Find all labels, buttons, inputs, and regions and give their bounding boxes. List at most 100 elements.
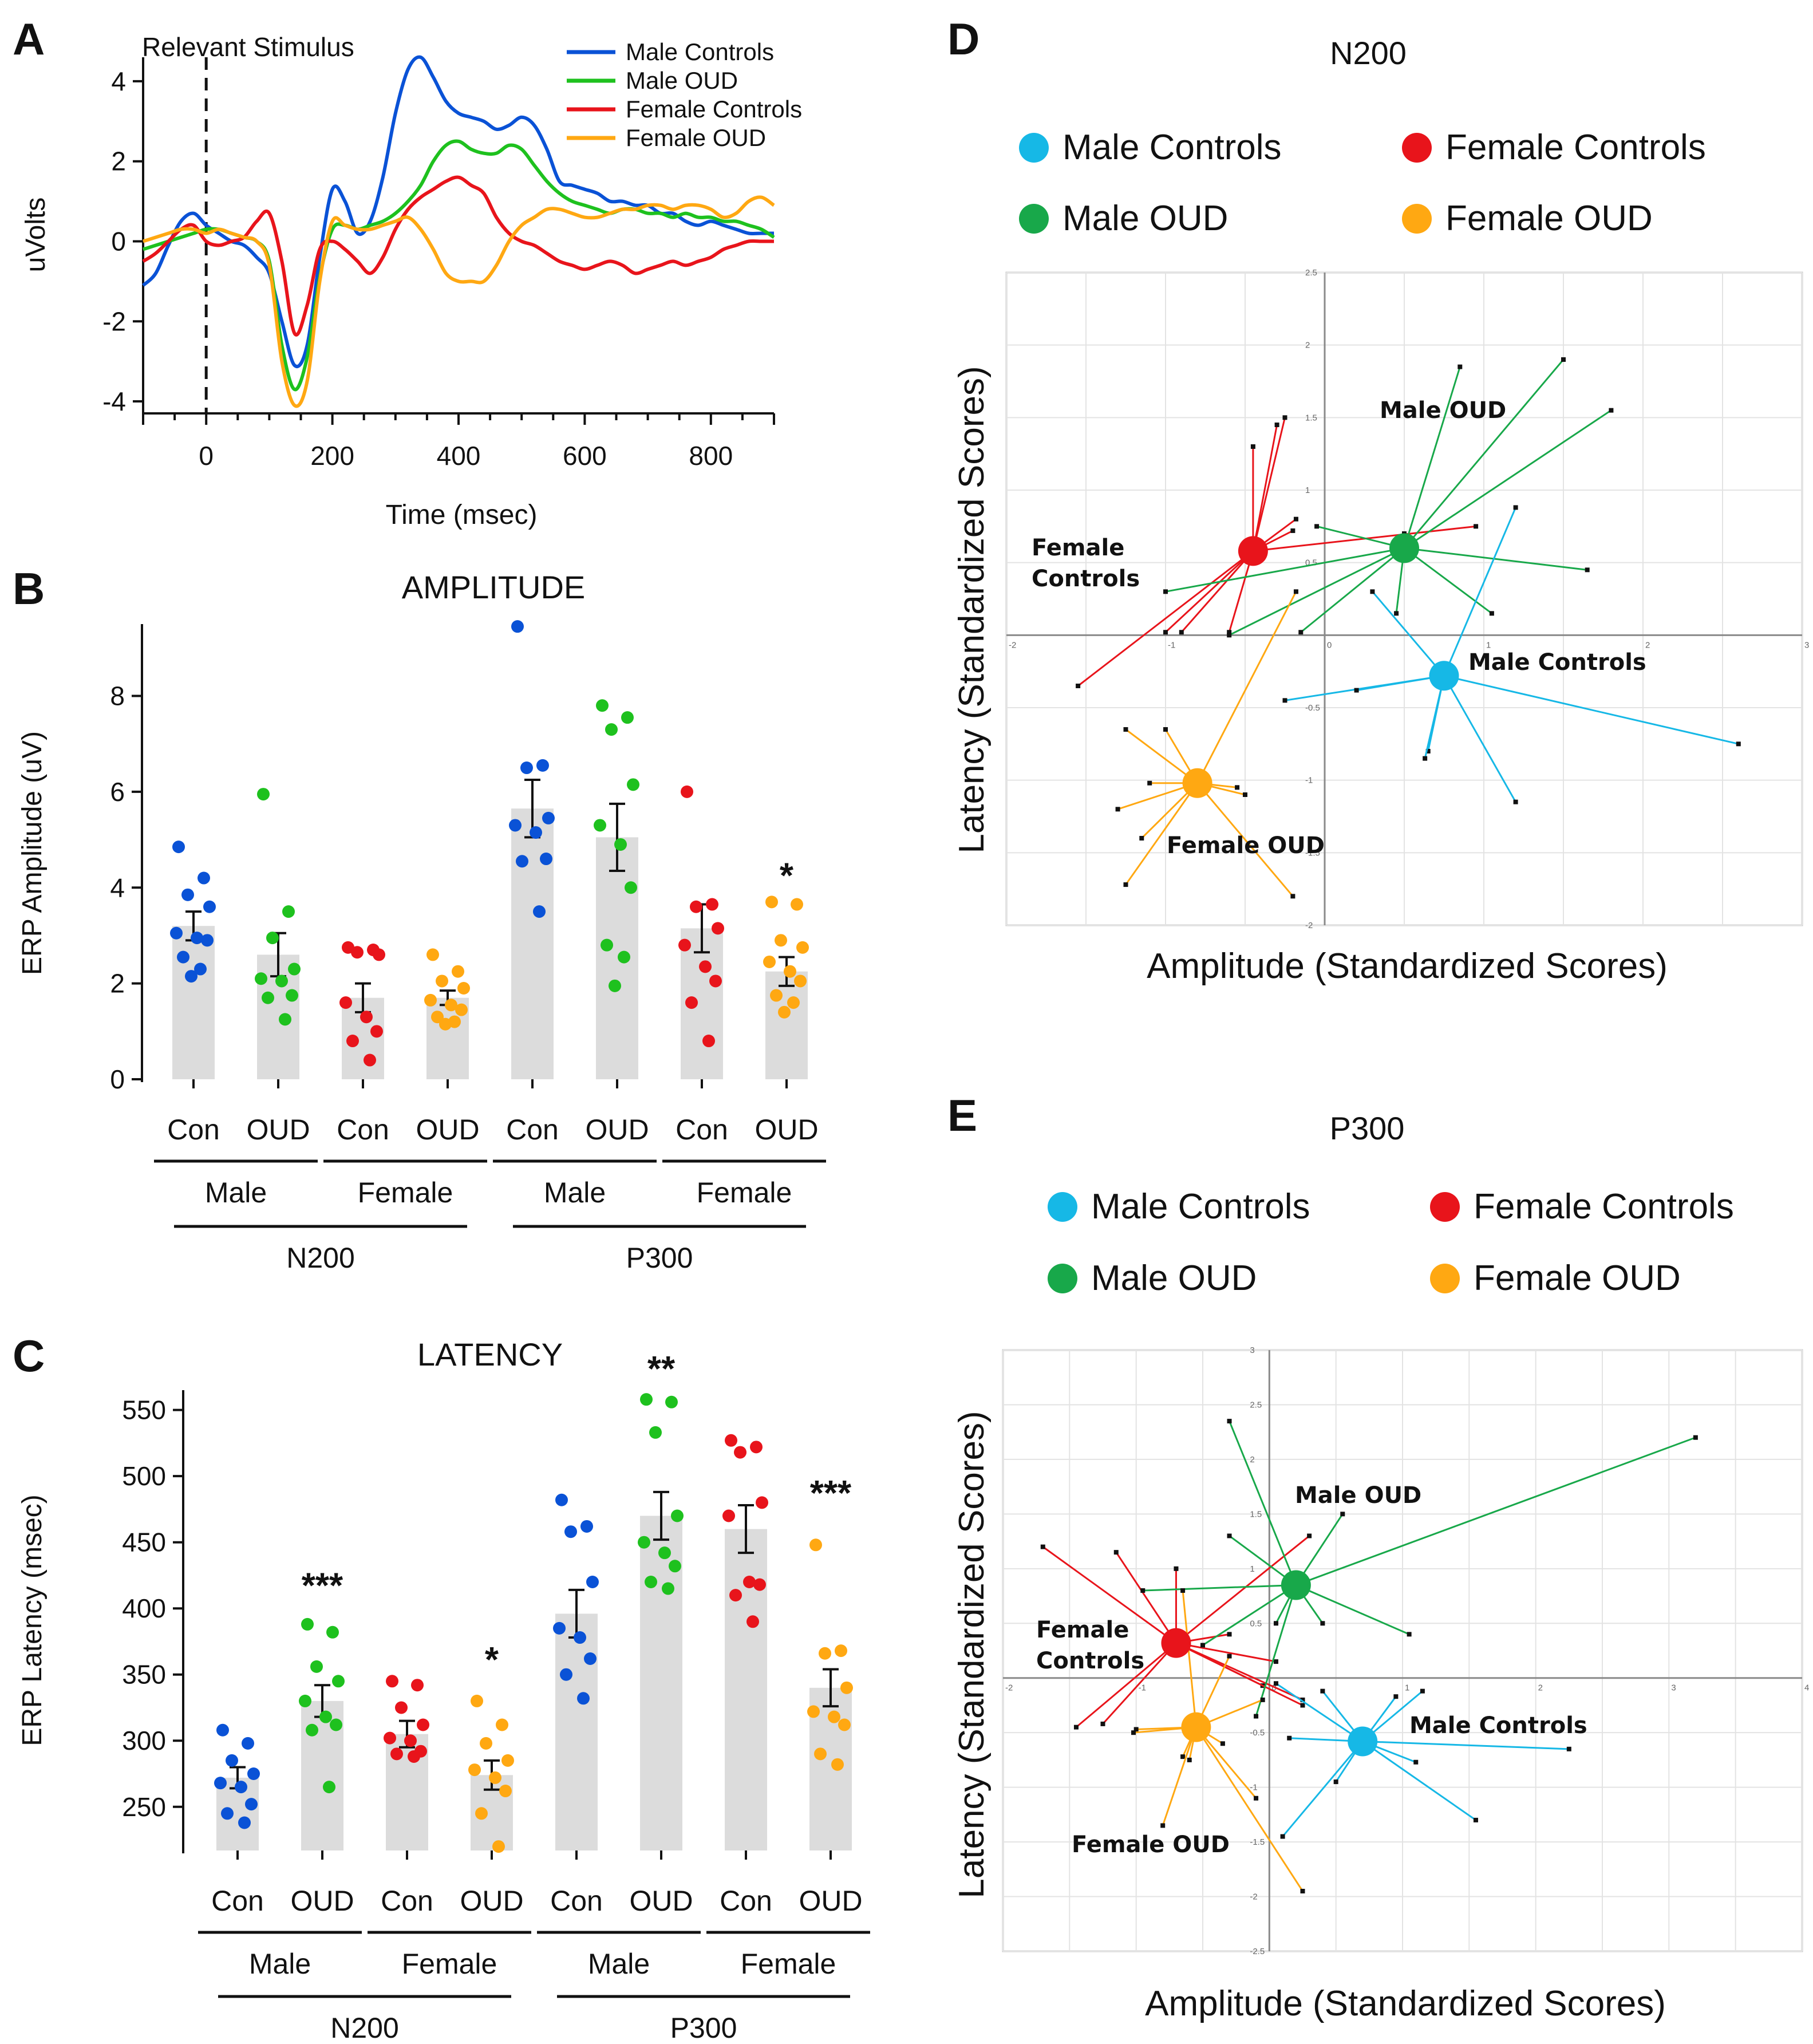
data-point — [299, 1694, 311, 1707]
data-point — [618, 950, 630, 964]
subject-point — [1113, 1550, 1119, 1555]
group-label: Female OUD — [1072, 1832, 1230, 1858]
category-label: OUD — [290, 1885, 354, 1917]
group-label: Female — [1036, 1617, 1129, 1643]
bar — [765, 971, 808, 1079]
panel-a-xtick-label: 200 — [310, 441, 354, 471]
scatter-xtick-label: 1 — [1486, 640, 1491, 650]
data-point — [351, 946, 364, 959]
group-label: Female OUD — [1167, 832, 1325, 859]
spoke-line — [1229, 547, 1405, 636]
data-point — [831, 1758, 844, 1771]
data-point — [496, 1718, 508, 1731]
data-point — [216, 1723, 229, 1737]
group-centroid-female-oud — [1181, 1712, 1211, 1742]
category-label: Con — [720, 1885, 772, 1917]
data-point — [828, 1710, 840, 1723]
legend-marker — [1430, 1192, 1460, 1222]
group-label: Female — [1032, 535, 1124, 561]
category-label: Con — [167, 1114, 220, 1146]
data-point — [746, 1615, 759, 1628]
legend-marker — [1402, 204, 1432, 234]
spoke-line — [1196, 782, 1294, 897]
category-label: Con — [676, 1114, 728, 1146]
legend-marker — [1402, 133, 1432, 163]
spoke-line — [1295, 1437, 1696, 1586]
category-label: OUD — [416, 1114, 479, 1146]
subject-point — [1420, 1688, 1425, 1694]
spoke-line — [1076, 1642, 1177, 1728]
subject-point — [1147, 780, 1152, 786]
subject-point — [1320, 1688, 1325, 1694]
data-point — [266, 932, 279, 945]
significance-marker: *** — [810, 1474, 852, 1513]
data-point — [339, 996, 352, 1009]
data-point — [706, 898, 718, 911]
category-label: Con — [381, 1885, 433, 1917]
legend-label: Female Controls — [1474, 1187, 1734, 1226]
spoke-line — [1372, 591, 1445, 677]
subject-point — [1566, 1746, 1571, 1751]
data-point — [181, 888, 194, 901]
data-point — [301, 1617, 314, 1631]
scatter-ytick-label: -1 — [1305, 776, 1313, 786]
data-point — [681, 785, 693, 798]
panel-a-xtick-label: 0 — [199, 441, 214, 471]
panel-e-title: P300 — [1330, 1110, 1405, 1146]
data-point — [601, 938, 613, 952]
spoke-line — [1255, 1585, 1297, 1717]
data-point — [235, 1781, 247, 1794]
spoke-line — [1252, 417, 1286, 551]
data-point — [384, 1731, 396, 1745]
spoke-line — [1175, 1535, 1310, 1644]
group-centroid-male-controls — [1429, 661, 1459, 691]
group-label: Male Controls — [1409, 1712, 1587, 1739]
data-point — [286, 989, 298, 1002]
legend-label: Male Controls — [1091, 1187, 1310, 1226]
data-point — [574, 1631, 586, 1644]
scatter-ytick-label: 3 — [1250, 1345, 1254, 1355]
subject-point — [1227, 1419, 1232, 1424]
data-point — [457, 982, 470, 995]
data-point — [702, 1035, 715, 1048]
data-point — [480, 1737, 492, 1750]
data-point — [580, 1520, 593, 1533]
legend-marker — [1048, 1264, 1077, 1293]
scatter-xtick-label: 3 — [1671, 1683, 1676, 1693]
legend-marker — [1430, 1264, 1460, 1293]
panel-e-p300-scatter: P300 Amplitude (Standardized Scores) Lat… — [952, 1110, 1809, 2023]
panel-a-ylabel: uVolts — [21, 198, 51, 273]
subject-point — [1457, 364, 1463, 369]
subject-point — [1413, 1759, 1419, 1765]
data-point — [835, 1644, 847, 1658]
scatter-ytick-label: -2 — [1305, 921, 1313, 930]
subject-point — [1180, 1754, 1186, 1759]
subject-point — [1393, 1694, 1399, 1699]
panel-c-ylabel: ERP Latency (msec) — [17, 1494, 48, 1746]
significance-marker: * — [780, 856, 794, 895]
sex-group-label: Male — [249, 1948, 311, 1980]
scatter-ytick-label: 2.5 — [1305, 268, 1317, 278]
sex-group-label: Male — [588, 1948, 650, 1980]
data-point — [671, 1509, 684, 1522]
subject-point — [1282, 415, 1287, 420]
subject-point — [1394, 611, 1399, 616]
category-label: OUD — [799, 1885, 862, 1917]
scatter-xtick-label: 2 — [1645, 640, 1650, 650]
data-point — [445, 999, 457, 1012]
panel-letter-c: C — [13, 1331, 45, 1381]
data-point — [794, 974, 807, 988]
data-point — [185, 970, 198, 983]
subject-point — [1254, 1796, 1259, 1801]
panel-a-ytick-label: 2 — [111, 147, 126, 176]
data-point — [787, 996, 800, 1009]
data-point — [245, 1798, 258, 1811]
subject-point — [1100, 1721, 1105, 1726]
subject-point — [1123, 882, 1128, 887]
spoke-line — [1125, 728, 1198, 784]
scatter-xtick-label: -1 — [1168, 640, 1175, 650]
spoke-line — [1195, 1726, 1257, 1799]
sex-group-label: Male — [544, 1177, 606, 1209]
data-point — [753, 1578, 766, 1591]
significance-marker: * — [485, 1640, 499, 1680]
